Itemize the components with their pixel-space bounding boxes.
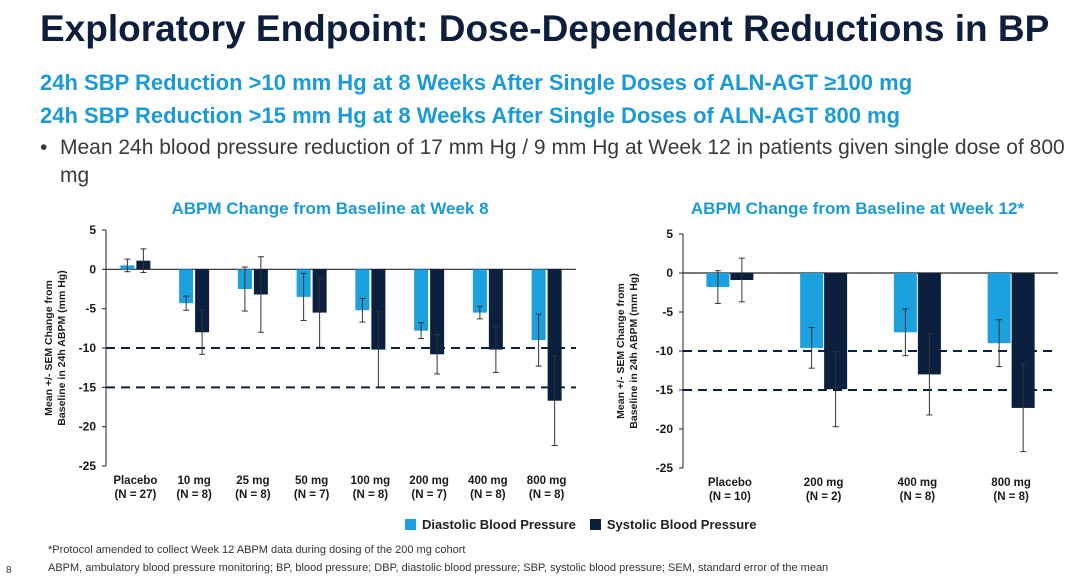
week8-category-label: 50 mg: [295, 475, 328, 487]
week8-bar-diastolic: [179, 269, 194, 304]
week8-bar-systolic: [195, 269, 210, 333]
week8-bar-diastolic: [472, 269, 487, 313]
bullet-icon: •: [40, 136, 48, 159]
week12-y-axis-label: Mean +/- SEM Change fromBaseline in 24h …: [615, 273, 640, 428]
week12-y-tick-label: -10: [656, 344, 674, 358]
week8-y-tick-label: -15: [79, 380, 97, 394]
week8-y-tick-label: -5: [85, 302, 96, 316]
week12-bar-systolic: [1011, 273, 1035, 408]
week12-y-tick-label: -15: [656, 383, 674, 397]
week8-y-tick-label: 0: [89, 262, 96, 276]
legend-swatch-diastolic: [405, 519, 416, 530]
week8-category-n-label: (N = 7): [411, 489, 447, 501]
week12-y-axis-label-line2: Baseline in 24h ABPM (mm Hg): [628, 273, 640, 428]
week12-category-n-label: (N = 2): [806, 491, 842, 503]
week12-bar-systolic: [917, 273, 941, 375]
week12-bar-systolic: [824, 273, 848, 390]
week8-bar-systolic: [547, 269, 562, 401]
week12-category-label: 200 mg: [804, 477, 844, 489]
week8-category-n-label: (N = 8): [353, 489, 389, 501]
abbreviations: ABPM, ambulatory blood pressure monitori…: [48, 562, 829, 574]
week8-bar-diastolic: [414, 269, 429, 331]
week8-category-label: 100 mg: [351, 475, 391, 487]
week12-y-tick-label: -5: [662, 305, 673, 319]
week8-category-label: 400 mg: [468, 475, 508, 487]
week8-category-label: Placebo: [113, 475, 157, 487]
week8-y-axis-label-line2: Baseline in 24h ABPM (mm Hg): [56, 270, 68, 425]
week12-category-label: Placebo: [708, 477, 752, 489]
week12-category-n-label: (N = 8): [993, 491, 1029, 503]
week8-y-axis-label-line1: Mean +/- SEM Change from: [43, 280, 55, 416]
week8-category-label: 800 mg: [527, 475, 567, 487]
bullet-point: • Mean 24h blood pressure reduction of 1…: [40, 134, 1070, 190]
week12-y-tick-label: -25: [656, 461, 674, 475]
week8-category-n-label: (N = 27): [114, 489, 156, 501]
chart-legend: Diastolic Blood Pressure Systolic Blood …: [405, 517, 756, 532]
week8-category-label: 200 mg: [409, 475, 449, 487]
week8-bar-systolic: [371, 269, 386, 350]
subtitle-week8-800mg: 24h SBP Reduction >15 mm Hg at 8 Weeks A…: [40, 103, 901, 128]
week8-bar-systolic: [430, 269, 445, 355]
week12-bar-diastolic: [987, 273, 1011, 344]
week8-category-n-label: (N = 8): [529, 489, 565, 501]
week8-y-tick-label: -25: [79, 459, 97, 473]
footnote: *Protocol amended to collect Week 12 ABP…: [48, 544, 466, 556]
week12-category-label: 400 mg: [898, 477, 938, 489]
chart-title-week8: ABPM Change from Baseline at Week 8: [171, 199, 489, 218]
week8-y-tick-label: -20: [79, 420, 97, 434]
week8-y-tick-label: -10: [79, 341, 97, 355]
page-number: 8: [6, 565, 12, 576]
slide-title: Exploratory Endpoint: Dose-Dependent Red…: [40, 8, 1050, 49]
legend-swatch-systolic: [589, 519, 601, 530]
week12-bar-diastolic: [893, 273, 917, 333]
week8-category-n-label: (N = 8): [235, 489, 271, 501]
week12-category-n-label: (N = 10): [709, 491, 751, 503]
week8-bar-systolic: [488, 269, 503, 350]
week8-category-n-label: (N = 7): [294, 489, 330, 501]
week8-category-n-label: (N = 8): [176, 489, 212, 501]
week8-category-n-label: (N = 8): [470, 489, 506, 501]
week12-bar-diastolic: [800, 273, 824, 348]
legend-label-diastolic: Diastolic Blood Pressure: [422, 517, 576, 532]
week12-y-tick-label: 5: [666, 227, 673, 241]
week12-y-tick-label: -20: [656, 422, 674, 436]
week8-bar-diastolic: [531, 269, 546, 341]
week12-category-label: 800 mg: [991, 477, 1031, 489]
week8-bar-diastolic: [355, 269, 370, 311]
week8-category-label: 25 mg: [236, 475, 269, 487]
week8-y-axis-label: Mean +/- SEM Change fromBaseline in 24h …: [43, 270, 68, 425]
week8-category-label: 10 mg: [178, 475, 211, 487]
week12-category-n-label: (N = 8): [900, 491, 936, 503]
subtitle-week8: 24h SBP Reduction >10 mm Hg at 8 Weeks A…: [40, 70, 913, 95]
week12-y-axis-label-line1: Mean +/- SEM Change from: [615, 283, 627, 419]
chart-title-week12: ABPM Change from Baseline at Week 12*: [690, 199, 1025, 218]
bullet-text: Mean 24h blood pressure reduction of 17 …: [60, 136, 1065, 187]
week12-y-tick-label: 0: [666, 266, 673, 280]
legend-label-systolic: Systolic Blood Pressure: [606, 517, 757, 532]
week8-y-tick-label: 5: [89, 223, 96, 237]
